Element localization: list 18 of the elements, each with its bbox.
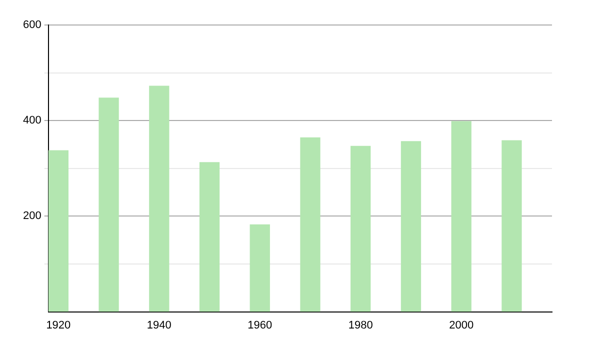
bar: [300, 137, 320, 312]
bar: [502, 140, 522, 312]
bar: [98, 98, 119, 312]
bar: [451, 121, 472, 312]
x-tick-label: 1960: [248, 319, 272, 332]
x-tick-label: 1980: [348, 319, 373, 332]
y-tick-label: 400: [22, 114, 42, 127]
bar: [400, 141, 422, 312]
y-tick-label: 200: [22, 210, 42, 222]
bar: [350, 146, 371, 312]
bar: [199, 162, 220, 312]
bar: [48, 150, 68, 312]
y-tick-label: 600: [22, 19, 42, 32]
x-tick-label: 2000: [449, 319, 474, 332]
bar: [149, 86, 170, 312]
bar: [250, 224, 270, 312]
x-tick-label: 1940: [146, 319, 172, 332]
x-tick-label: 1920: [46, 319, 71, 332]
